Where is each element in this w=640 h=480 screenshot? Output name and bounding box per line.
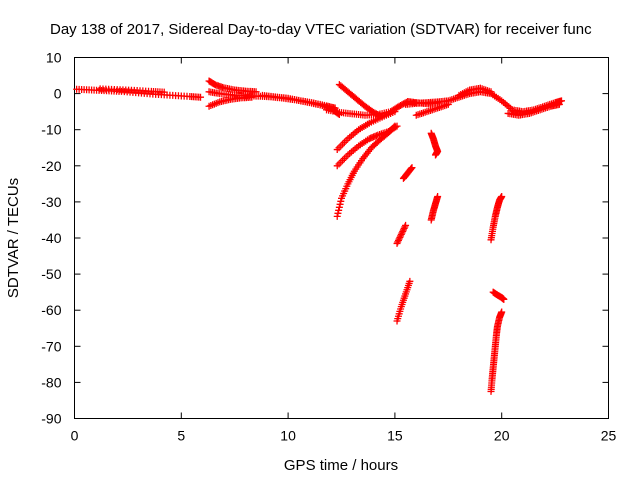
axis-ticks: [74, 57, 609, 419]
data-point: [248, 93, 256, 101]
y-tick-label: -60: [41, 302, 61, 318]
x-tick-label: 5: [177, 428, 185, 444]
data-point: [395, 235, 403, 243]
data-point: [434, 192, 442, 200]
data-point: [498, 308, 506, 316]
data-point: [487, 88, 495, 96]
data-point: [334, 209, 342, 217]
data-point: [555, 100, 563, 108]
data-point: [498, 192, 506, 200]
data-points: [73, 77, 566, 395]
data-point: [390, 123, 398, 131]
series-arc-19-a: [487, 192, 506, 244]
series-arc-15-c: [399, 164, 416, 182]
data-point: [393, 239, 401, 247]
y-tick-label: -80: [41, 374, 61, 390]
series-arc-20-low: [504, 100, 563, 119]
data-point: [336, 200, 344, 208]
data-point: [398, 229, 406, 237]
series-arc-morning: [73, 85, 205, 101]
x-tick-label: 25: [601, 428, 617, 444]
series-arc-12-to-15: [333, 108, 399, 154]
chart-title: Day 138 of 2017, Sidereal Day-to-day VTE…: [50, 21, 592, 38]
x-tick-label: 10: [280, 428, 296, 444]
x-axis-label: GPS time / hours: [284, 457, 398, 474]
data-point: [394, 236, 402, 244]
data-point: [394, 238, 402, 246]
series-arc-19-c: [489, 288, 508, 303]
y-tick-label: -10: [41, 122, 61, 138]
data-point: [500, 295, 508, 303]
data-point: [397, 232, 405, 240]
data-point: [431, 151, 439, 159]
y-tick-label: -20: [41, 158, 61, 174]
data-point: [444, 100, 452, 108]
y-tick-label: -50: [41, 266, 61, 282]
data-point: [396, 233, 404, 241]
series-arc-16-b: [427, 192, 442, 224]
series-arc-15-a: [393, 221, 410, 247]
series-arc-6-upper: [205, 77, 260, 96]
data-point: [397, 230, 405, 238]
data-point: [399, 227, 407, 235]
data-point: [406, 277, 414, 285]
axis-tick-labels: 0 5 10 15 20 25 10 0 -10 -20 -30 -40 -50 -60 -70 -80 -90: [41, 50, 616, 444]
data-point: [335, 206, 343, 214]
data-point: [399, 226, 407, 234]
series-arc-16-low: [412, 100, 452, 119]
data-point: [160, 88, 168, 96]
x-tick-label: 0: [71, 428, 79, 444]
y-tick-label: -30: [41, 194, 61, 210]
data-point: [408, 164, 416, 172]
series-arc-16-a: [427, 129, 442, 159]
data-point: [335, 203, 343, 211]
y-tick-label: -40: [41, 230, 61, 246]
series-arc-6-lower: [205, 93, 256, 110]
series-arc-19-b: [487, 308, 506, 395]
y-tick-label: -70: [41, 338, 61, 354]
data-point: [337, 197, 345, 205]
data-point: [402, 221, 410, 229]
x-tick-label: 15: [387, 428, 403, 444]
y-tick-label: 10: [46, 50, 62, 66]
data-point: [400, 224, 408, 232]
y-axis-label: SDTVAR / TECUs: [5, 178, 22, 298]
data-point: [197, 93, 205, 101]
data-point: [407, 165, 415, 173]
series-arc-15-b: [393, 277, 414, 325]
series-arc-18-high: [455, 84, 495, 99]
series-arc-12-deep: [333, 122, 399, 220]
data-point: [391, 108, 399, 116]
data-point: [333, 212, 341, 220]
series-arc-morning-b: [96, 85, 168, 96]
data-point: [401, 223, 409, 231]
y-tick-label: -90: [41, 411, 61, 427]
x-tick-label: 20: [494, 428, 510, 444]
data-point: [391, 122, 399, 130]
data-point: [558, 97, 566, 105]
y-tick-label: 0: [54, 86, 62, 102]
